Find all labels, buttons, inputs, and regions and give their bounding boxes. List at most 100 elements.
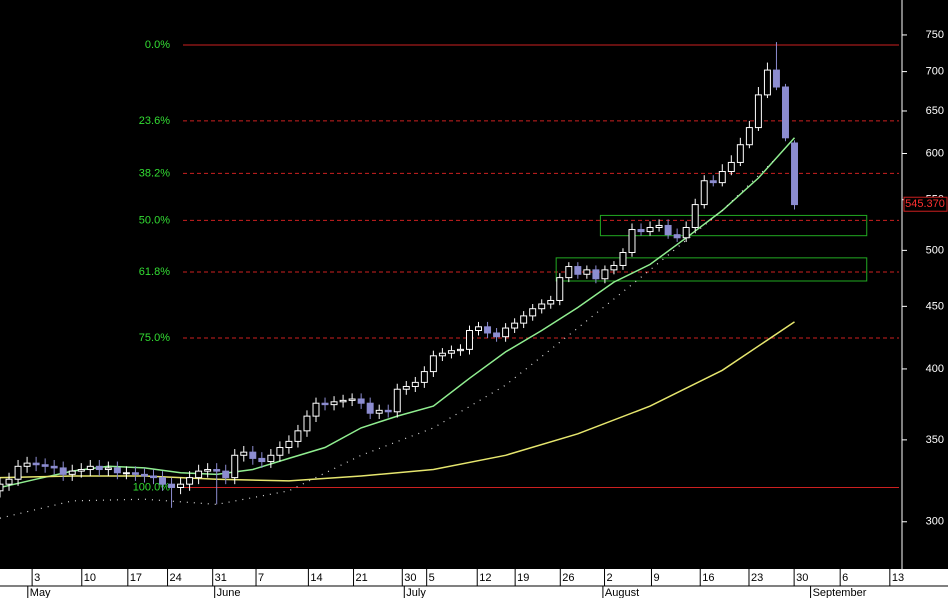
candle-body (384, 409, 392, 413)
candle-body (86, 465, 94, 471)
fib-label: 50.0% (139, 214, 170, 226)
candle-body (186, 477, 194, 485)
candle-body (782, 86, 789, 139)
candle-body (240, 451, 248, 456)
x-tick-label: 6 (842, 572, 848, 584)
candle-body (177, 483, 185, 488)
candle-body (420, 371, 428, 383)
candle-body (321, 402, 329, 406)
x-tick-label: 30 (404, 572, 416, 584)
x-tick-label: 3 (34, 572, 40, 584)
candle-body (547, 299, 555, 305)
candle-body (131, 472, 139, 475)
candle-body (655, 224, 663, 228)
candle-body (231, 454, 239, 479)
candle-body (159, 477, 166, 485)
candle-body (258, 457, 266, 463)
candle-body (727, 161, 735, 173)
candle-body (637, 229, 645, 233)
candle-body (511, 322, 519, 329)
x-tick-label: 9 (653, 572, 659, 584)
candle-body (195, 470, 203, 479)
y-tick-label: 750 (926, 29, 944, 41)
candle-body (646, 226, 654, 233)
candle-body (484, 326, 492, 334)
candle-body (745, 127, 753, 146)
y-tick-label: 350 (926, 434, 944, 446)
candle-body (447, 350, 455, 354)
candle-body (113, 467, 121, 474)
candle-body (628, 229, 636, 254)
fib-label: 0.0% (145, 39, 170, 51)
candle-body (736, 144, 744, 163)
candle-body (0, 483, 4, 492)
fib-label: 75.0% (139, 332, 170, 344)
fib-label: 38.2% (139, 167, 170, 179)
candle-body (222, 470, 230, 479)
candle-body (122, 472, 130, 475)
moving-average (0, 321, 795, 482)
candle-body (32, 462, 40, 466)
y-tick-label: 500 (926, 244, 944, 256)
candle-body (601, 269, 609, 280)
candle-body (23, 462, 31, 467)
month-label: May (30, 587, 51, 598)
candle-body (583, 269, 591, 275)
month-label: September (813, 587, 867, 598)
candle-body (763, 69, 771, 96)
candle-body (41, 464, 49, 467)
candle-body (330, 401, 338, 406)
candle-body (95, 465, 103, 471)
x-tick-label: 21 (356, 572, 368, 584)
x-tick-label: 14 (310, 572, 322, 584)
candle-body (520, 315, 528, 324)
candle-body (366, 402, 374, 414)
candle-body (267, 454, 275, 463)
x-tick-label: 12 (479, 572, 491, 584)
candle-body (592, 269, 600, 280)
candle-body (294, 430, 302, 442)
candle-body (493, 332, 501, 338)
candle-body (168, 483, 176, 488)
candle-body (357, 398, 365, 404)
candle-body (213, 469, 221, 472)
candle-body (502, 327, 510, 338)
candle-body (204, 469, 212, 472)
zone (555, 257, 868, 282)
candle-body (348, 398, 356, 401)
candle-body (59, 467, 67, 475)
x-tick-label: 7 (258, 572, 264, 584)
candle-body (556, 277, 564, 301)
candle-body (772, 69, 780, 88)
candle-body (375, 409, 383, 414)
candle-body (50, 465, 58, 469)
month-label: July (406, 587, 426, 598)
candle-body (140, 473, 148, 477)
y-tick-label: 650 (926, 105, 944, 117)
x-tick-label: 10 (84, 572, 96, 584)
candle-body (610, 264, 618, 271)
candle-body (14, 465, 22, 480)
candle-body (249, 451, 257, 459)
x-tick-label: 5 (429, 572, 435, 584)
month-label: June (217, 587, 241, 598)
candle-body (673, 234, 681, 239)
candle-body (411, 381, 419, 387)
candle-body (68, 470, 76, 475)
candle-body (393, 388, 401, 413)
candle-body (466, 330, 473, 350)
candle-body (150, 475, 157, 479)
x-tick-label: 2 (607, 572, 613, 584)
last-price-box (903, 196, 948, 212)
candle-body (691, 204, 699, 228)
candle-body (565, 266, 573, 279)
y-tick-label: 400 (926, 363, 944, 375)
candle-body (104, 467, 112, 471)
candle-body (276, 447, 284, 456)
x-tick-label: 13 (892, 572, 904, 584)
x-axis-band (0, 569, 948, 598)
candle-body (402, 385, 410, 390)
candle-body (438, 352, 446, 357)
